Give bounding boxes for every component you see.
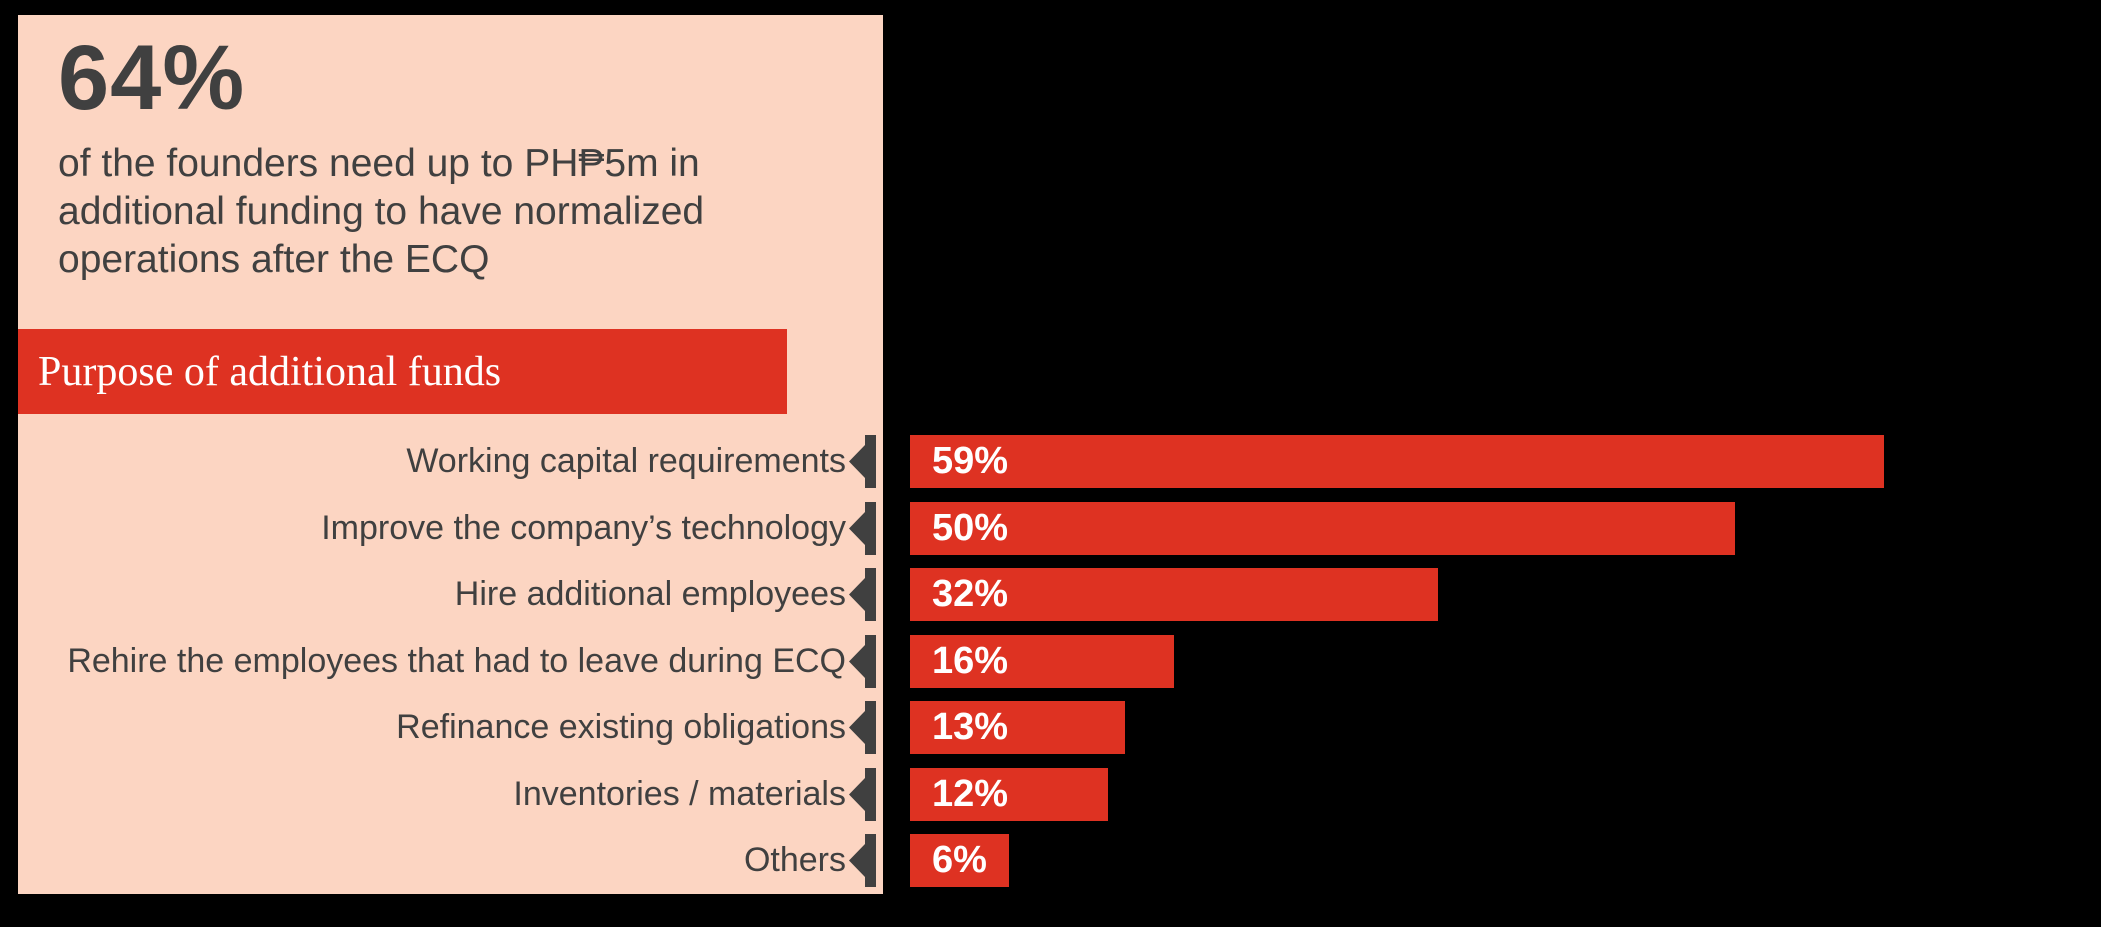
left-pointer-marker-icon bbox=[849, 568, 876, 621]
bar-value-label: 59% bbox=[932, 440, 1009, 482]
left-pointer-marker-icon bbox=[849, 435, 876, 488]
bar-value-label: 12% bbox=[932, 773, 1009, 815]
category-label: Working capital requirements bbox=[406, 442, 846, 480]
chart-row: Working capital requirements 59% bbox=[0, 435, 2101, 488]
left-pointer-marker-icon bbox=[849, 635, 876, 688]
category-label: Others bbox=[743, 841, 846, 879]
bar-value-label: 13% bbox=[932, 706, 1009, 748]
left-pointer-marker-icon bbox=[849, 834, 876, 887]
left-pointer-marker-icon bbox=[849, 768, 876, 821]
category-label: Refinance existing obligations bbox=[396, 708, 846, 746]
bar-value-label: 16% bbox=[932, 640, 1009, 682]
bar: 16% bbox=[910, 635, 1174, 688]
bar: 13% bbox=[910, 701, 1125, 754]
headline-stat: 64% bbox=[58, 27, 246, 129]
headline-description-line: operations after the ECQ bbox=[58, 238, 490, 281]
section-title: Purpose of additional funds bbox=[38, 348, 502, 395]
headline-description-line: of the founders need up to PH₱5m in bbox=[58, 142, 700, 185]
bar: 32% bbox=[910, 568, 1438, 621]
category-label: Hire additional employees bbox=[454, 575, 846, 613]
headline-description-line: additional funding to have normalized bbox=[58, 190, 705, 233]
bar-value-label: 50% bbox=[932, 507, 1009, 549]
left-pointer-marker-icon bbox=[849, 502, 876, 555]
category-label: Improve the company’s technology bbox=[321, 509, 846, 547]
category-label: Inventories / materials bbox=[513, 775, 846, 813]
bar-value-label: 32% bbox=[932, 573, 1009, 615]
chart-row: Refinance existing obligations 13% bbox=[0, 701, 2101, 754]
left-pointer-marker-icon bbox=[849, 701, 876, 754]
bar: 6% bbox=[910, 834, 1009, 887]
headline-description: of the founders need up to PH₱5m in addi… bbox=[58, 140, 848, 284]
bar: 59% bbox=[910, 435, 1884, 488]
chart-row: Improve the company’s technology 50% bbox=[0, 502, 2101, 555]
bar-value-label: 6% bbox=[932, 839, 987, 881]
chart-row: Inventories / materials 12% bbox=[0, 768, 2101, 821]
chart-row: Rehire the employees that had to leave d… bbox=[0, 635, 2101, 688]
section-title-banner: Purpose of additional funds bbox=[18, 329, 787, 414]
bar: 12% bbox=[910, 768, 1108, 821]
chart-row: Others 6% bbox=[0, 834, 2101, 887]
category-label: Rehire the employees that had to leave d… bbox=[67, 642, 846, 680]
chart-row: Hire additional employees 32% bbox=[0, 568, 2101, 621]
bar: 50% bbox=[910, 502, 1735, 555]
info-panel bbox=[18, 15, 883, 894]
